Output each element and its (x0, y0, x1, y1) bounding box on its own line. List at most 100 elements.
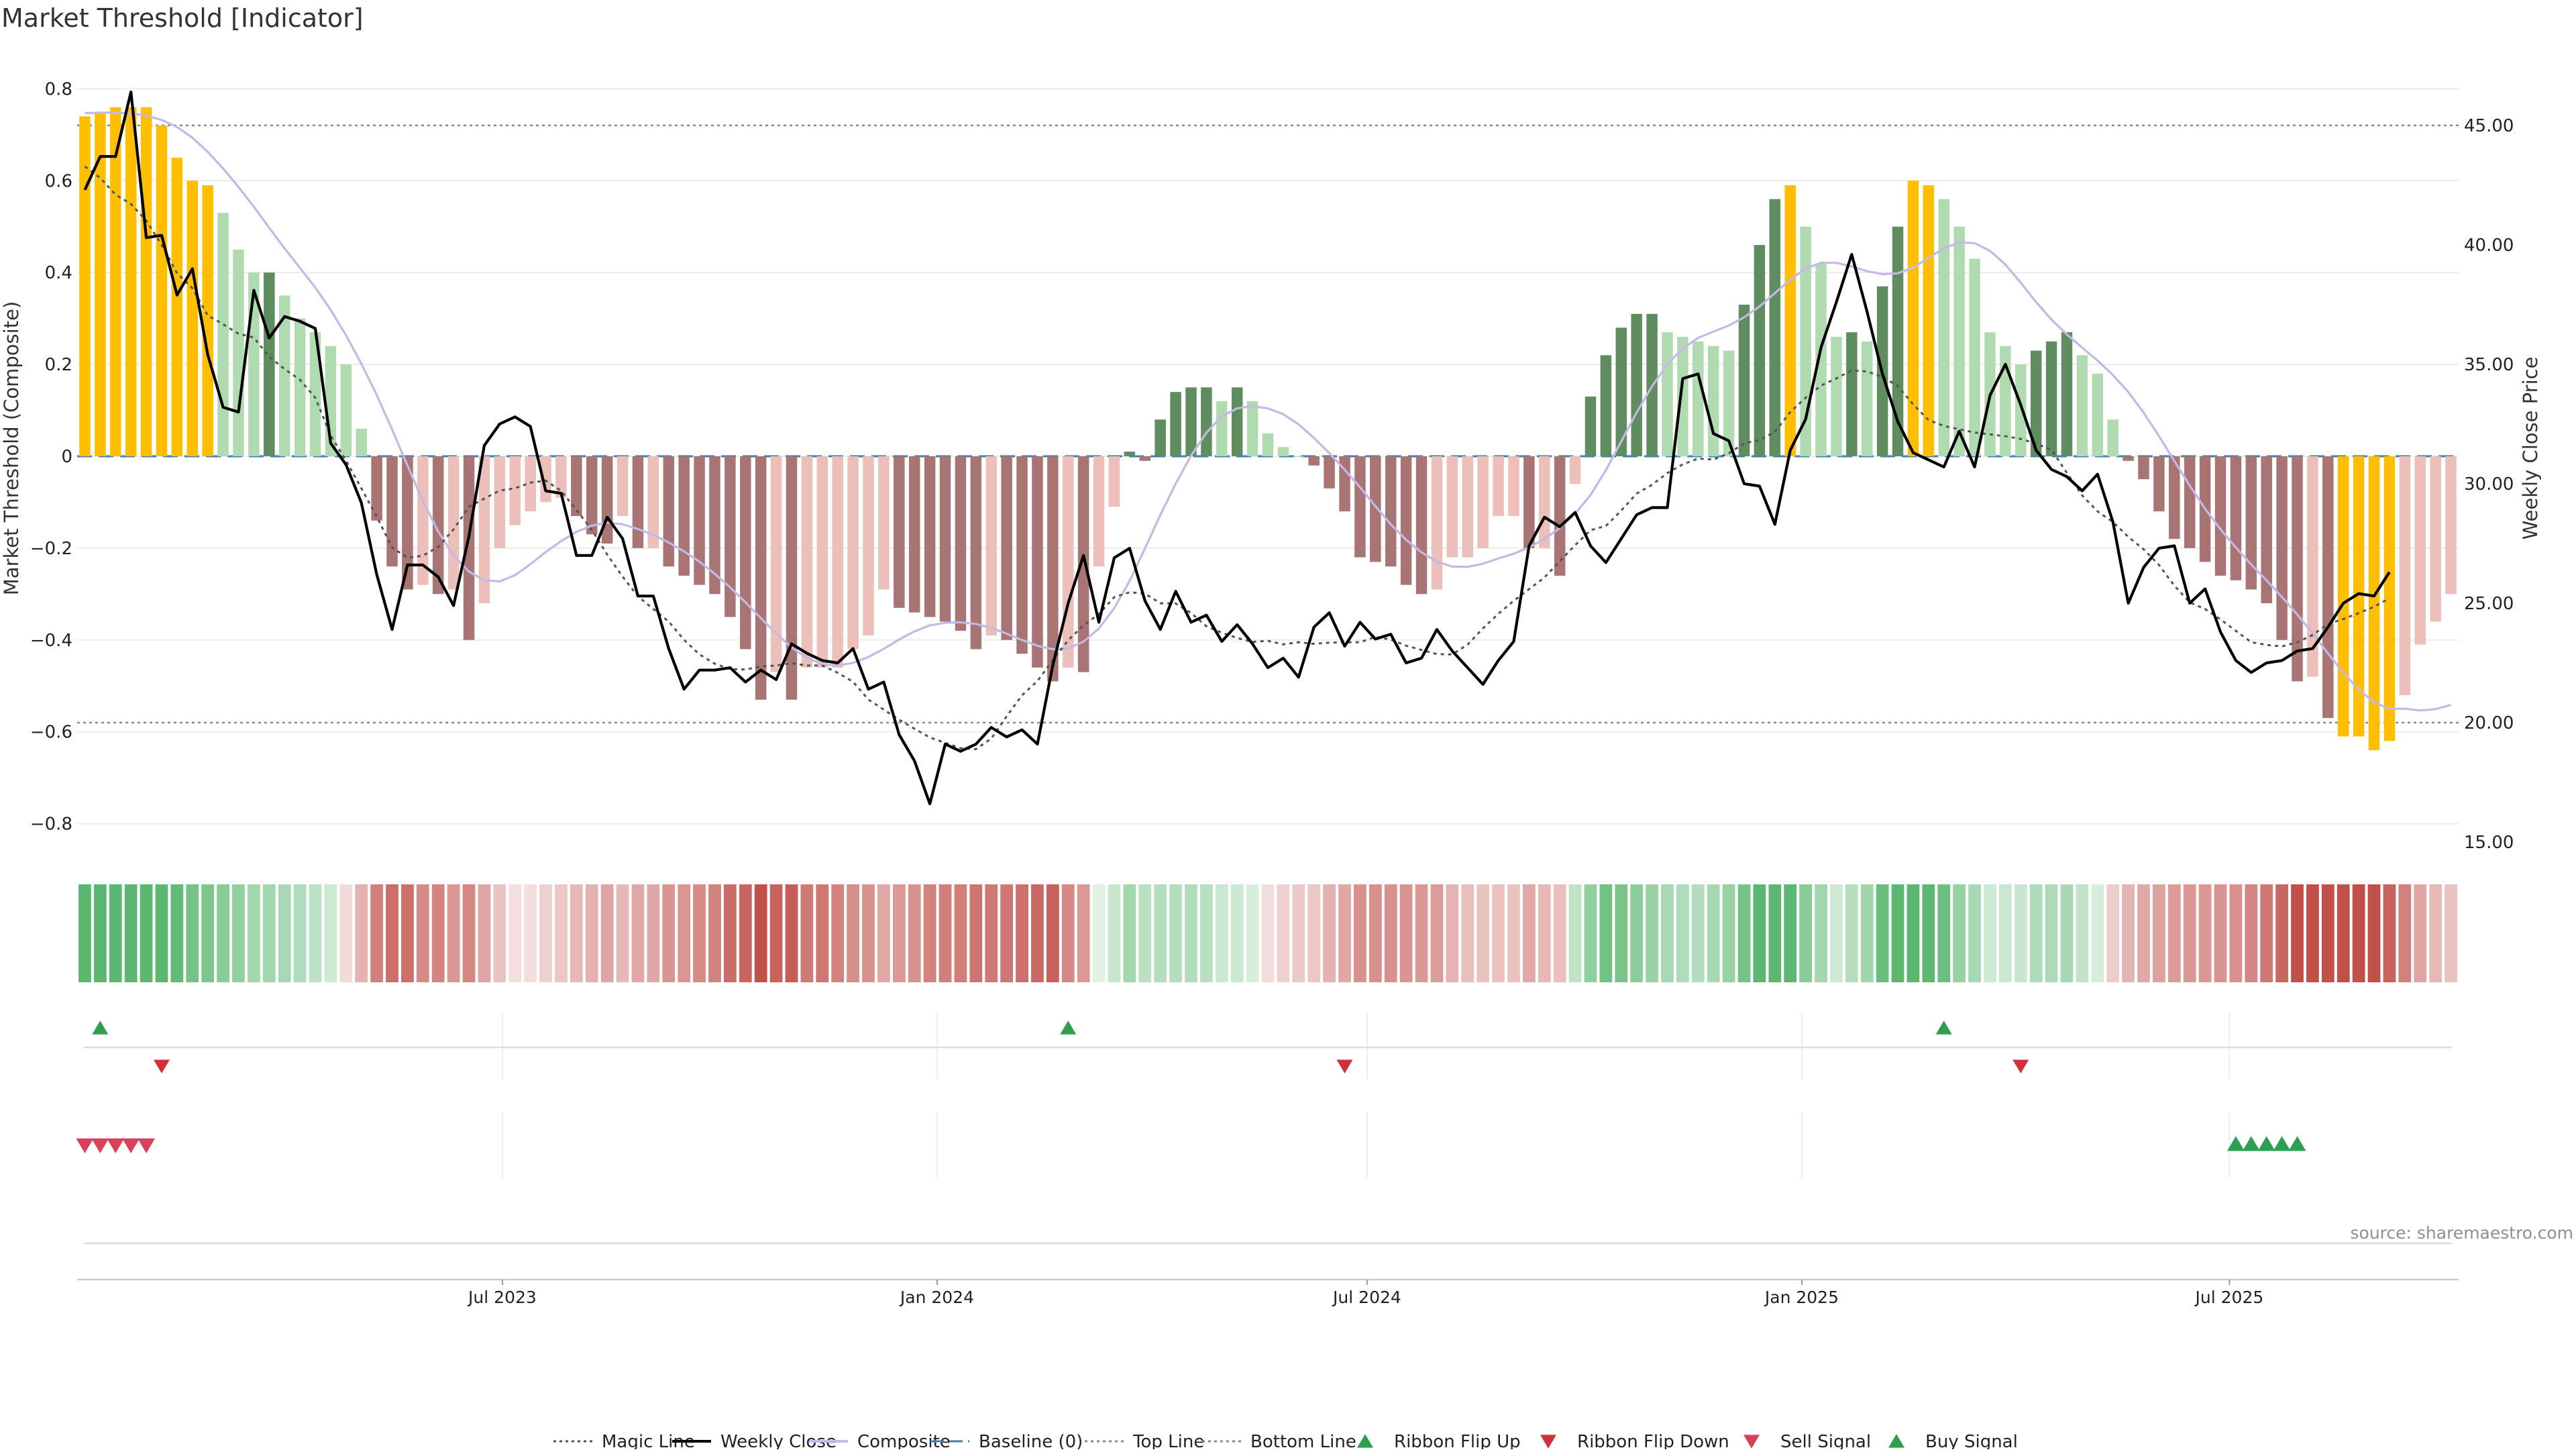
composite-bar (340, 364, 352, 456)
composite-bar (1769, 199, 1781, 456)
legend-label: Bottom Line (1250, 1432, 1356, 1449)
y-left-tick-label: −0.8 (30, 815, 72, 835)
legend-item: Top Line (1085, 1432, 1204, 1452)
legend-label: Ribbon Flip Up (1394, 1432, 1521, 1449)
ribbon-cell (1630, 884, 1644, 982)
buy-signal-marker (2257, 1136, 2275, 1151)
composite-bar (1892, 226, 1904, 456)
x-tick-label: Jul 2024 (1332, 1288, 1401, 1307)
ribbon-cell (1477, 884, 1490, 982)
composite-bar (1155, 419, 1166, 456)
composite-bar (2214, 456, 2226, 576)
ribbon-cell (1323, 884, 1336, 982)
composite-bar (1707, 346, 1719, 456)
composite-bar (786, 456, 798, 700)
composite-bar (924, 456, 936, 617)
signal-panels (76, 1013, 2452, 1245)
sell-signal-marker (91, 1138, 109, 1153)
ribbon-cell (1123, 884, 1136, 982)
ribbon-flip-down-marker (153, 1059, 170, 1074)
ribbon-cell (2445, 884, 2457, 982)
composite-bar (1415, 456, 1428, 594)
ribbon-cell (631, 884, 645, 982)
composite-bar (1277, 447, 1289, 456)
ribbon-cell (969, 884, 983, 982)
composite-bar (1216, 401, 1228, 456)
composite-bar (863, 456, 874, 635)
ribbon-cell (723, 884, 737, 982)
legend-item: Ribbon Flip Down (1540, 1432, 1729, 1452)
composite-bar (1477, 456, 1489, 548)
ribbon-cell (2198, 884, 2212, 982)
ribbon-cell (1584, 884, 1597, 982)
composite-bar (970, 456, 982, 650)
ribbon-cell (1522, 884, 1536, 982)
axis-label-right: Weekly Close Price (2519, 357, 2542, 540)
chart-title: Market Threshold [Indicator] (1, 3, 364, 33)
composite-bar (171, 158, 183, 457)
legend-item: Baseline (0) (930, 1432, 1083, 1452)
ribbon-cell (1891, 884, 1904, 982)
ribbon-cell (1784, 884, 1797, 982)
composite-bar (1585, 397, 1597, 456)
composite-bar (571, 456, 582, 516)
y-right-tick-label: 25.00 (2464, 594, 2514, 614)
composite-bar (1293, 456, 1305, 457)
composite-bar (2169, 456, 2180, 539)
ribbon-cell (1061, 884, 1075, 982)
ribbon-cell (1215, 884, 1228, 982)
legend-label: Sell Signal (1780, 1432, 1871, 1449)
ribbon-cell (2183, 884, 2196, 982)
ribbon-cell (217, 884, 229, 982)
ribbon-cell (508, 884, 522, 982)
ribbon-cell (2306, 884, 2319, 982)
ribbon-cell (478, 884, 491, 982)
composite-bar (616, 456, 629, 516)
ribbon-cell (800, 884, 814, 982)
composite-line (85, 111, 2451, 712)
buy-signal-marker (2273, 1136, 2291, 1151)
ribbon-cell (1953, 884, 1966, 982)
line-series (83, 90, 2451, 806)
weekly-close-line (83, 90, 2391, 806)
ribbon-cell (386, 884, 398, 982)
y-left-tick-label: 0.2 (45, 355, 72, 375)
ribbon-cell (524, 884, 537, 982)
ribbon-cell (754, 884, 767, 982)
composite-bar (724, 456, 736, 617)
ribbon-cell (1507, 884, 1520, 982)
ribbon-cell (1876, 884, 1889, 982)
composite-bar (1032, 456, 1043, 668)
composite-bar (2092, 373, 2104, 456)
composite-bar (1462, 456, 1473, 558)
composite-bar (678, 456, 690, 576)
composite-bar (770, 456, 782, 672)
y-right-tick-label: 20.00 (2464, 713, 2514, 733)
ribbon-cell (662, 884, 676, 982)
composite-bar (1016, 456, 1028, 654)
ribbon-cell (93, 884, 107, 982)
composite-bar (525, 456, 536, 512)
composite-bar (233, 249, 244, 456)
composite-bar (2138, 456, 2149, 480)
composite-bar (1815, 263, 1827, 456)
ribbon-cell (1384, 884, 1397, 982)
ribbon-cell (1199, 884, 1213, 982)
ribbon-cell (1830, 884, 1843, 982)
legend-item: Bottom Line (1202, 1432, 1356, 1452)
ribbon-cell (78, 884, 91, 982)
composite-bar (1723, 350, 1735, 456)
composite-bar (1754, 245, 1766, 456)
composite-bar (1631, 313, 1642, 456)
ribbon-cell (2245, 884, 2258, 982)
ribbon-cell (1845, 884, 1858, 982)
composite-bar (1953, 226, 1965, 456)
ribbon-cell (1860, 884, 1874, 982)
ribbon-cell (324, 884, 337, 982)
composite-bar (217, 213, 229, 456)
composite-bar (1262, 433, 1274, 456)
y-right-tick-label: 45.00 (2464, 116, 2514, 136)
composite-bar (478, 456, 490, 604)
ribbon-cell (678, 884, 691, 982)
ribbon-cell (293, 884, 307, 982)
